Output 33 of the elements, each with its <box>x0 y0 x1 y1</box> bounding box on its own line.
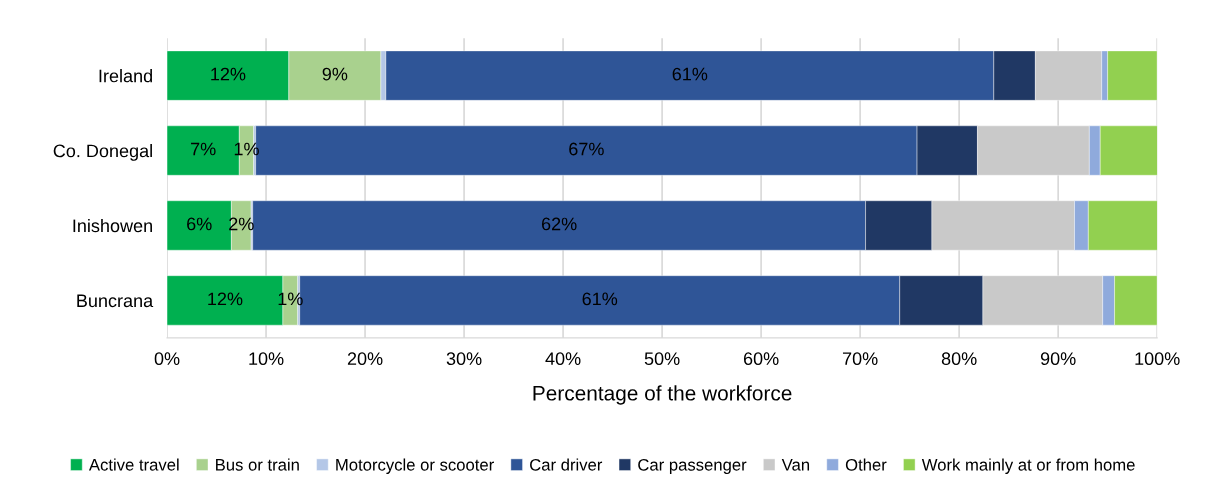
data-label: 6% <box>187 217 212 231</box>
x-tick-label: 10% <box>249 352 284 366</box>
x-tick-label: 50% <box>644 352 680 366</box>
legend-label: Van <box>781 459 810 471</box>
legend-label: Active travel <box>88 458 179 471</box>
data-label: 9% <box>322 67 348 81</box>
legend-label: Other <box>845 458 887 471</box>
x-tick-label: 100% <box>1135 352 1180 366</box>
legend-label: Bus or train <box>216 458 299 471</box>
legend-label: Car passenger <box>638 458 747 474</box>
x-tick-label: 90% <box>1040 352 1076 366</box>
x-tick-label: 30% <box>446 352 482 366</box>
data-label: 12% <box>208 292 243 306</box>
data-label: 67% <box>569 142 604 156</box>
data-label: 61% <box>582 292 618 306</box>
x-tick-label: 0% <box>154 352 180 366</box>
y-tick-label: Co. Donegal <box>53 144 152 161</box>
data-label: 7% <box>191 142 216 156</box>
x-tick-label: 40% <box>545 352 581 366</box>
legend-label: Work mainly at or from home <box>921 458 1135 474</box>
x-tick-label: 20% <box>347 352 383 366</box>
y-tick-label: Buncrana <box>77 294 154 308</box>
y-tick-label: Ireland <box>99 69 152 83</box>
x-tick-label: 60% <box>743 352 779 366</box>
x-axis-title: Percentage of the workforce <box>533 385 792 405</box>
x-tick-label: 70% <box>842 352 878 366</box>
x-tick-label: 80% <box>941 352 977 366</box>
y-tick-label: Inishowen <box>73 218 152 233</box>
data-label: 61% <box>672 67 708 81</box>
data-label: 62% <box>541 217 577 231</box>
data-label: 12% <box>211 67 246 81</box>
legend-label: Motorcycle or scooter <box>336 458 494 474</box>
legend-label: Car driver <box>530 458 603 471</box>
